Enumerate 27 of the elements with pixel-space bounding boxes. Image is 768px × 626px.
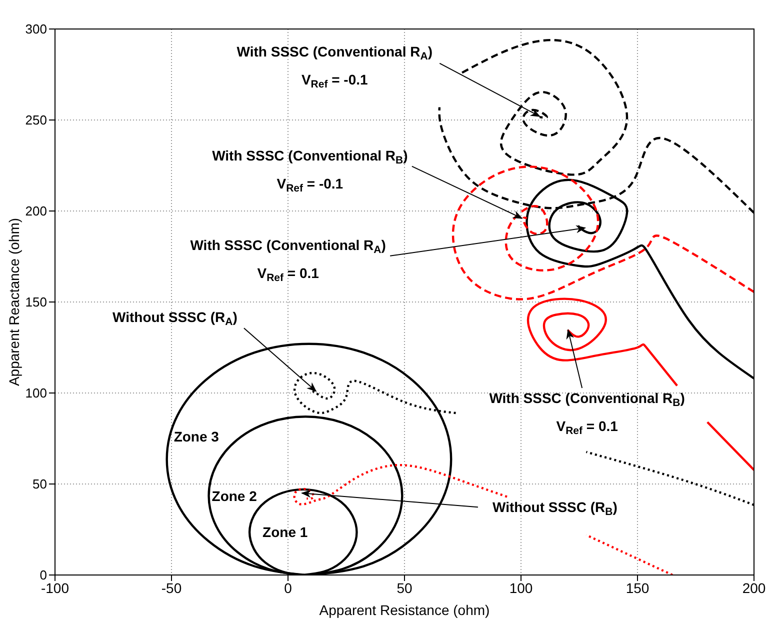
series-label: Zone 1 xyxy=(262,524,308,540)
x-tick-label: -50 xyxy=(161,580,182,596)
series-label: Zone 3 xyxy=(174,428,220,444)
y-tick-label: 250 xyxy=(25,112,47,128)
y-tick-label: 50 xyxy=(32,476,47,492)
annotation: With SSSC (Conventional R$_{B}$) xyxy=(489,390,685,410)
annotation: With SSSC (Conventional R$_{A}$) xyxy=(236,43,432,63)
y-tick-label: 100 xyxy=(25,386,47,401)
annotation: V$_{Ref}$ = -0.1 xyxy=(301,71,368,91)
annotation: V$_{Ref}$ = -0.1 xyxy=(276,175,344,195)
annotation: Without SSSC (R$_{B}$) xyxy=(492,499,618,518)
x-tick-label: 50 xyxy=(396,580,412,596)
x-axis-title: Apparent Resistance (ohm) xyxy=(319,602,490,618)
x-tick-label: 0 xyxy=(284,580,292,596)
y-tick-label: 200 xyxy=(25,204,47,219)
x-tick-label: 100 xyxy=(509,580,533,596)
annotation: Without SSSC (R$_{A}$) xyxy=(112,309,238,328)
y-tick-label: 150 xyxy=(25,294,47,310)
y-axis-title: Apparent Reactance (ohm) xyxy=(6,218,22,386)
annotation: With SSSC (Conventional R$_{A}$) xyxy=(190,236,386,256)
x-tick-label: 200 xyxy=(742,580,766,596)
annotation: V$_{Ref}$ = 0.1 xyxy=(556,418,618,438)
x-tick-label: 150 xyxy=(626,580,650,596)
series-label: Zone 2 xyxy=(212,488,258,504)
annotation: V$_{Ref}$ = 0.1 xyxy=(257,264,320,284)
annotation: With SSSC (Conventional R$_{B}$) xyxy=(212,147,408,167)
y-tick-label: 300 xyxy=(25,22,47,37)
